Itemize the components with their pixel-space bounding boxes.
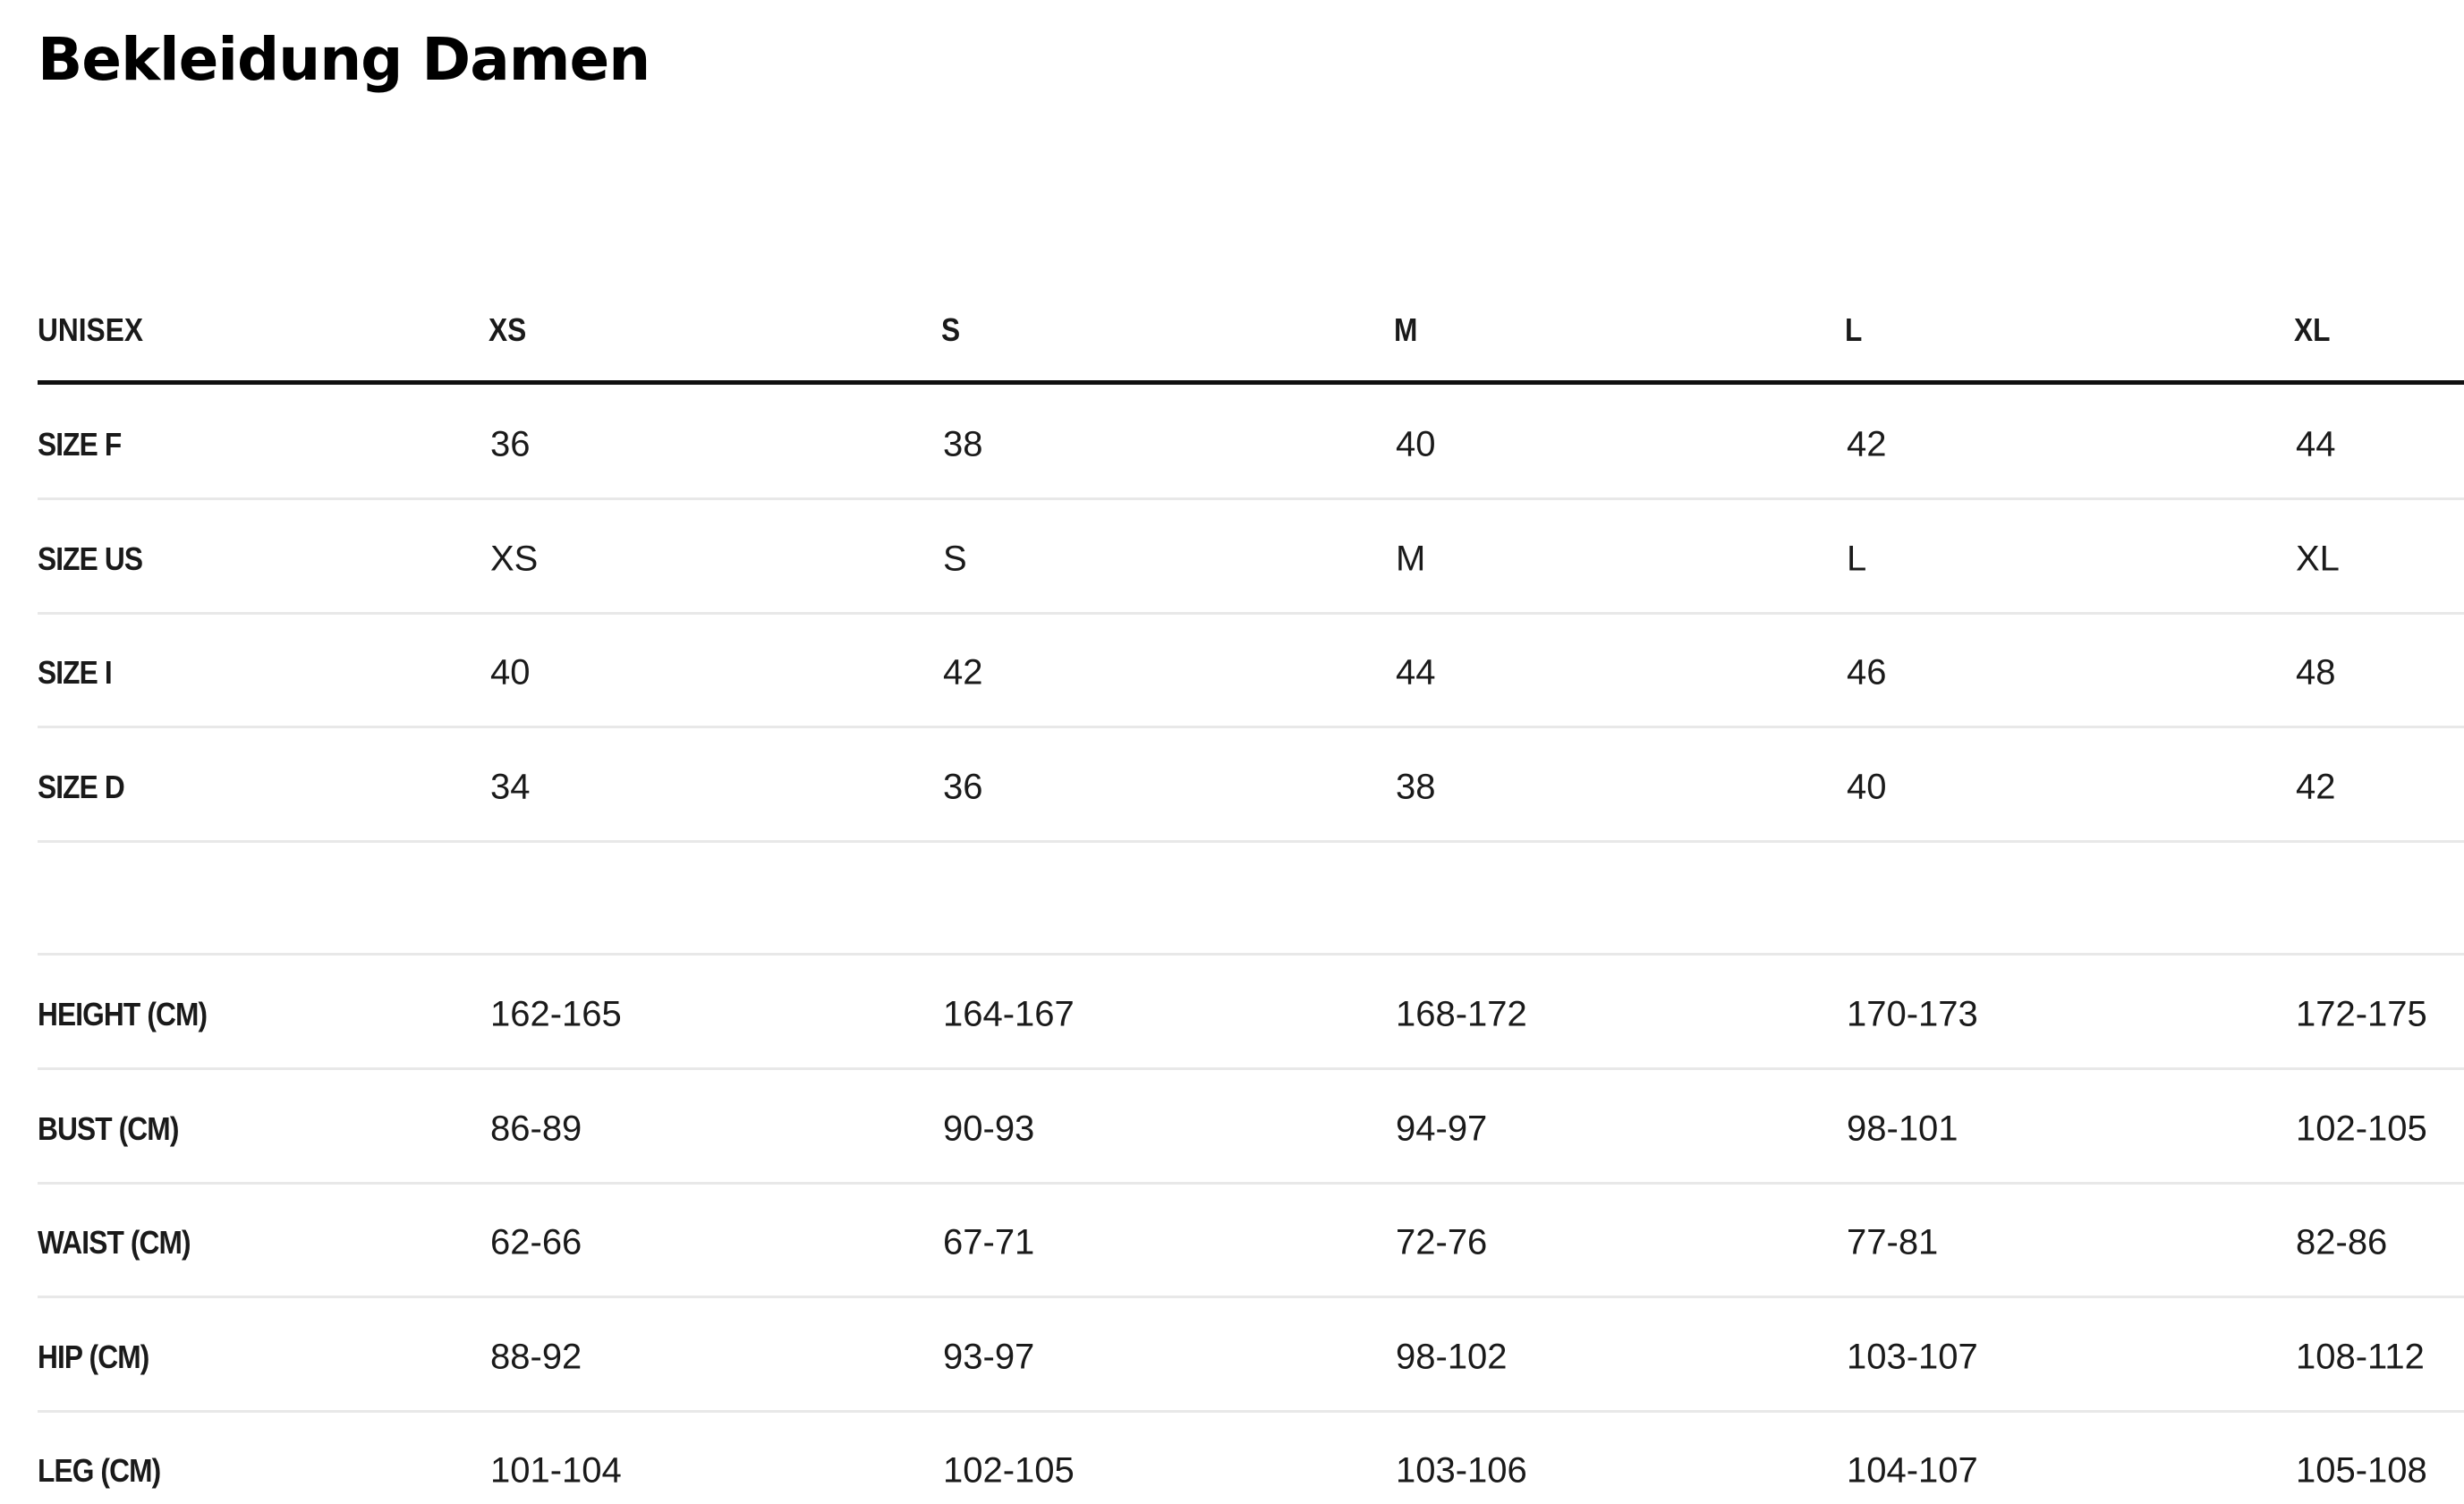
row-rule [38,611,2464,615]
row-label: HIP (CM) [38,1338,149,1375]
column-header: XL [2294,311,2331,348]
header-rule [38,380,2464,385]
table-cell: M [1396,539,1426,578]
row-rule [38,1181,2464,1185]
table-cell: 103-107 [1847,1337,1978,1376]
table-cell: 94-97 [1396,1109,1488,1148]
table-cell: 168-172 [1396,994,1527,1034]
row-rule [38,497,2464,500]
table-cell: 90-93 [943,1109,1035,1148]
table-cell: 82-86 [2296,1222,2388,1262]
row-rule [38,1067,2464,1070]
table-cell: 108-112 [2296,1337,2425,1376]
table-cell: 42 [1847,424,1887,464]
column-header: XS [489,311,527,348]
row-label: HEIGHT (CM) [38,996,208,1032]
row-label: BUST (CM) [38,1109,179,1147]
table-cell: 34 [490,767,531,806]
row-rule [38,1409,2464,1413]
table-cell: 40 [1847,767,1887,806]
table-cell: 88-92 [490,1337,582,1376]
table-cell: 48 [2296,652,2336,693]
table-cell: 36 [943,767,983,806]
table-cell: 102-105 [943,1450,1075,1491]
table-cell: 46 [1847,652,1887,693]
column-header: L [1845,311,1863,348]
column-header: M [1394,311,1418,348]
table-cell: 98-101 [1847,1109,1958,1148]
table-cell: 42 [943,652,983,693]
table-cell: 98-102 [1396,1337,1508,1376]
table-cell: 67-71 [943,1222,1035,1262]
table-cell: 40 [1396,424,1436,464]
table-cell: 102-105 [2296,1109,2427,1148]
table-cell: 101-104 [490,1450,622,1491]
table-cell: 40 [490,652,531,693]
row-label: SIZE I [38,654,113,691]
row-rule [38,953,2464,956]
table-cell: 38 [943,424,983,464]
table-cell: 105-108 [2296,1450,2427,1491]
row-rule [38,1296,2464,1298]
row-rule [38,726,2464,728]
page-title: Bekleidung Damen [38,25,650,94]
table-cell: 72-76 [1396,1222,1488,1262]
table-cell: S [943,539,967,578]
row-label: SIZE F [38,426,122,463]
table-cell: 86-89 [490,1109,582,1148]
table-cell: 103-106 [1396,1450,1527,1491]
table-cell: 164-167 [943,994,1075,1034]
column-header: UNISEX [38,311,143,348]
table-cell: 44 [2296,424,2336,464]
table-cell: 77-81 [1847,1222,1939,1262]
table-cell: 172-175 [2296,994,2427,1034]
table-cell: 162-165 [490,994,622,1034]
table-cell: 36 [490,424,531,464]
table-cell: L [1847,539,1867,578]
table-cell: 62-66 [490,1222,582,1262]
row-label: WAIST (CM) [38,1224,191,1261]
table-cell: 42 [2296,767,2336,806]
table-cell: 38 [1396,767,1436,806]
table-cell: 170-173 [1847,994,1978,1034]
table-cell: 93-97 [943,1337,1035,1376]
row-rule [38,839,2464,843]
table-cell: 44 [1396,652,1436,693]
table-cell: XL [2296,539,2340,578]
table-cell: XS [490,539,539,578]
row-label: LEG (CM) [38,1452,161,1489]
column-header: S [941,311,961,348]
table-cell: 104-107 [1847,1450,1978,1491]
row-label: SIZE US [38,540,143,577]
row-label: SIZE D [38,768,125,805]
